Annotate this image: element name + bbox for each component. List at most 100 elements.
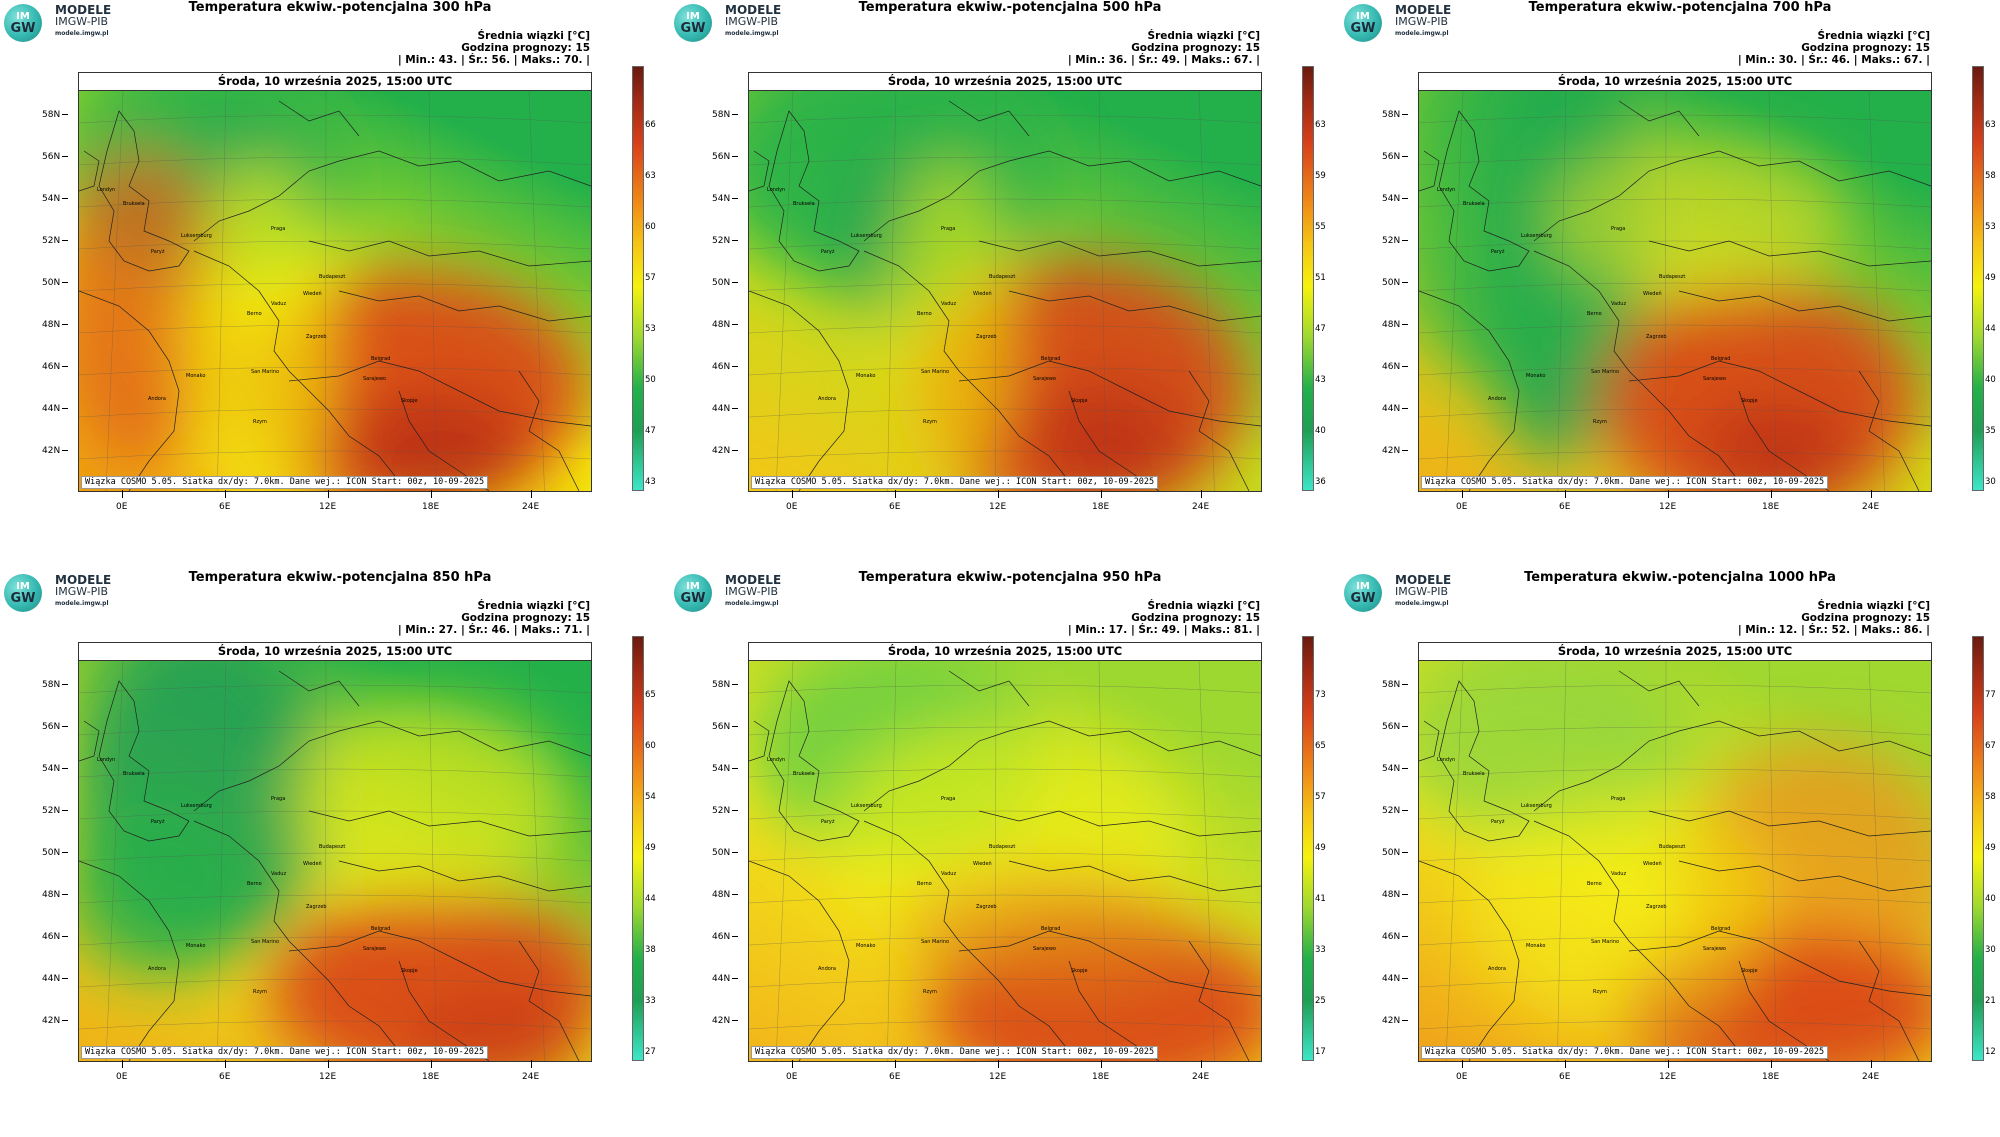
color-scale-tick: 12 [1985,1047,1996,1057]
logo-circle-icon: IM GW [4,574,42,612]
forecast-hour: Godzina prognozy: 15 [461,42,590,54]
lat-label: 52N [1382,806,1409,816]
forecast-date: Środa, 10 września 2025, 15:00 UTC [1419,73,1931,91]
min-label: | Min.: [1737,624,1776,636]
color-scale-bar [1302,636,1314,1061]
color-scale-tick: 47 [645,426,656,436]
panel-title: Temperatura ekwiw.-potencjalna 1000 hPa [1524,570,1836,585]
max-label: | Maks.: [1183,54,1231,66]
lon-label: 18E [1092,1060,1109,1082]
map-frame: Środa, 10 września 2025, 15:00 UTC Londy… [748,72,1262,492]
heat-map: Londyn Bruksela Paryż Luksemburg Praga Wiedeń… [79,661,591,1061]
city-label: Monako [856,373,876,379]
logo-circle-bottom: GW [680,21,706,36]
city-label: Monako [186,373,206,379]
city-label: Belgrad [371,356,391,362]
max-value: 86. [1903,624,1923,636]
map-panel: IM GW MODELE IMGW-PIB modele.imgw.pl Tem… [1340,0,2000,560]
logo-circle-icon: IM GW [4,4,42,42]
lat-label: 42N [712,1016,739,1026]
map-frame: Środa, 10 września 2025, 15:00 UTC Londy… [78,642,592,1062]
map-footer: Wiązka COSMO 5.05. Siatka dx/dy: 7.0km. … [751,476,1159,489]
panel-stats: Średnia wiązki [°C] Godzina prognozy: 15… [1738,600,1930,636]
heat-map: Londyn Bruksela Paryż Luksemburg Praga Wiedeń… [1419,91,1931,491]
city-label: Monako [1526,943,1546,949]
city-label: San Marino [921,939,950,945]
logo-line2: IMGW-PIB [725,15,779,28]
color-scale-tick: 65 [645,690,656,700]
city-label: Londyn [1437,187,1456,193]
city-label: Rzym [923,989,937,995]
color-scale-tick: 30 [1985,945,1996,955]
city-label: Skopje [1071,968,1088,974]
city-label: Budapeszt [989,844,1016,850]
city-label: Luksemburg [181,803,212,809]
logo-line2: IMGW-PIB [55,585,109,598]
lat-label: 50N [1382,848,1409,858]
stats-end-bar: | [586,54,590,66]
city-label: Bruksela [1463,201,1485,207]
lon-label: 12E [989,490,1006,512]
city-label: Sarajewo [1703,946,1726,952]
forecast-hour: Godzina prognozy: 15 [1801,612,1930,624]
lon-label: 6E [1559,1060,1570,1082]
city-label: Wiedeń [1643,291,1662,297]
lat-label: 48N [42,890,69,900]
city-label: Belgrad [1711,356,1731,362]
forecast-date: Środa, 10 września 2025, 15:00 UTC [1419,643,1931,661]
lon-label: 24E [1192,1060,1209,1082]
imgw-logo: IM GW MODELE IMGW-PIB modele.imgw.pl [670,0,790,44]
logo-circle-bottom: GW [10,21,36,36]
lat-label: 56N [712,722,739,732]
city-label: Wiedeń [973,861,992,867]
city-label: Wiedeń [303,291,322,297]
map-panel: IM GW MODELE IMGW-PIB modele.imgw.pl Tem… [0,570,660,1130]
max-label: | Maks.: [1183,624,1231,636]
city-label: Rzym [253,989,267,995]
imgw-logo: IM GW MODELE IMGW-PIB modele.imgw.pl [1340,0,1460,44]
lat-label: 48N [1382,320,1409,330]
lat-label: 42N [42,1016,69,1026]
city-label: Bruksela [793,201,815,207]
lat-label: 46N [712,932,739,942]
city-label: Rzym [923,419,937,425]
city-label: Paryż [1491,819,1505,825]
lat-label: 46N [712,362,739,372]
city-label: Sarajewo [363,376,386,382]
logo-circle-bottom: GW [10,591,36,606]
color-scale-tick: 58 [1985,792,1996,802]
forecast-hour: Godzina prognozy: 15 [1131,42,1260,54]
city-label: Andora [818,966,836,972]
logo-circle-top: IM [686,581,700,592]
avg-label: | Śr.: [460,624,488,636]
lat-label: 42N [42,446,69,456]
city-label: Skopje [401,398,418,404]
heat-map: Londyn Bruksela Paryż Luksemburg Praga Wiedeń… [749,91,1261,491]
city-label: Londyn [767,757,786,763]
lat-label: 50N [712,848,739,858]
lat-label: 42N [712,446,739,456]
lat-label: 56N [712,152,739,162]
map-footer: Wiązka COSMO 5.05. Siatka dx/dy: 7.0km. … [1421,476,1829,489]
map-footer: Wiązka COSMO 5.05. Siatka dx/dy: 7.0km. … [81,1046,489,1059]
color-scale-tick: 57 [645,273,656,283]
lat-label: 56N [42,722,69,732]
avg-value: 49. [1161,624,1181,636]
color-scale-tick: 63 [1315,120,1326,130]
city-label: Zagrzeb [1646,904,1667,910]
lon-label: 12E [1659,1060,1676,1082]
color-scale-tick: 54 [645,792,656,802]
city-label: Berno [917,881,932,887]
map-panel: IM GW MODELE IMGW-PIB modele.imgw.pl Tem… [1340,570,2000,1130]
forecast-hour: Godzina prognozy: 15 [461,612,590,624]
imgw-logo: IM GW MODELE IMGW-PIB modele.imgw.pl [0,570,120,614]
min-label: | Min.: [1067,624,1106,636]
color-scale-tick: 51 [1315,273,1326,283]
city-label: Luksemburg [1521,803,1552,809]
lat-label: 46N [42,362,69,372]
logo-line1: MODELE [55,3,112,17]
forecast-hour: Godzina prognozy: 15 [1801,42,1930,54]
max-label: | Maks.: [1853,624,1901,636]
city-label: Andora [818,396,836,402]
logo-line1: MODELE [1395,3,1452,17]
